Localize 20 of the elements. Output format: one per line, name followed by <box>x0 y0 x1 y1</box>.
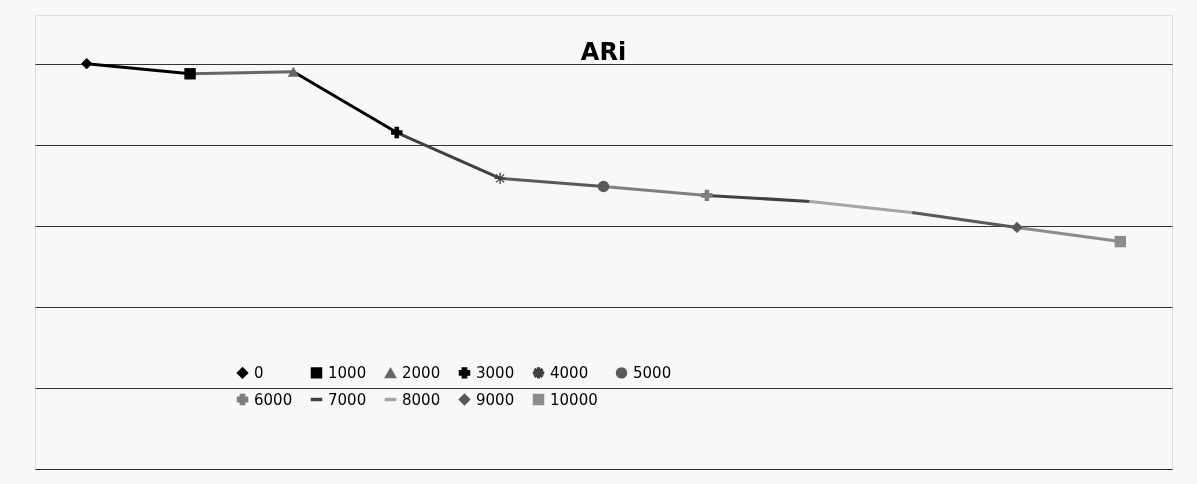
chart-title: ARi <box>580 38 627 66</box>
legend-label: 4000 <box>550 363 589 382</box>
point <box>391 126 403 139</box>
point <box>701 189 713 202</box>
point <box>597 180 610 193</box>
legend-label: 0 <box>254 363 264 382</box>
legend-label: 10000 <box>550 390 598 409</box>
legend-label: 9000 <box>476 390 515 409</box>
legend-label: 7000 <box>328 390 367 409</box>
legend-label: 8000 <box>402 390 441 409</box>
legend-label: 1000 <box>328 363 367 382</box>
point <box>1011 221 1023 234</box>
legend-label: 2000 <box>402 364 441 383</box>
legend-label: 3000 <box>476 363 515 382</box>
legend-label: 6000 <box>254 390 293 409</box>
point <box>184 68 196 80</box>
point <box>1114 235 1127 248</box>
point <box>80 57 93 70</box>
point <box>494 172 506 185</box>
legend-label: 5000 <box>633 363 672 382</box>
